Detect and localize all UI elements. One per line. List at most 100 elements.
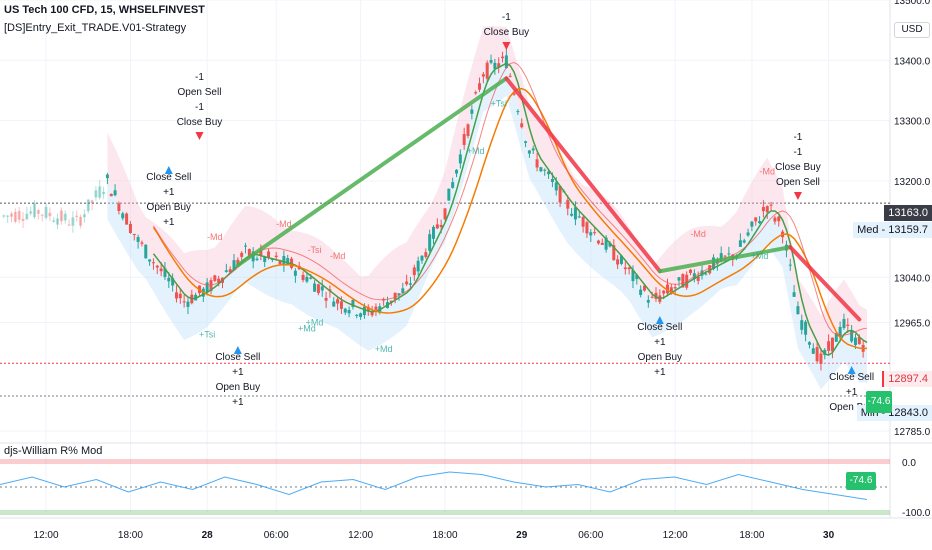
channel-bands bbox=[107, 25, 867, 390]
annotation-text: +1 bbox=[232, 397, 244, 408]
candle-body bbox=[167, 277, 171, 282]
candle-body bbox=[121, 213, 125, 219]
oscillator-panel bbox=[0, 459, 890, 515]
candle-body bbox=[33, 203, 37, 218]
annotation-text: -1 bbox=[195, 72, 204, 83]
candle-body bbox=[336, 299, 340, 304]
candle-body bbox=[439, 224, 443, 228]
time-tick-label: 12:00 bbox=[663, 530, 688, 541]
candle-body bbox=[44, 206, 48, 218]
candle-body bbox=[286, 258, 290, 266]
candle-body bbox=[738, 240, 742, 247]
candle-body bbox=[696, 276, 700, 281]
candle-body bbox=[393, 292, 397, 300]
osc-tick-label: 0.0 bbox=[902, 458, 916, 469]
moving-averages bbox=[152, 62, 868, 356]
annotation-text: +1 bbox=[232, 367, 244, 378]
candle-body bbox=[600, 242, 604, 245]
candle-body bbox=[420, 255, 424, 261]
candle-body bbox=[765, 206, 769, 213]
annotation-text: Close Sell bbox=[637, 322, 682, 333]
candle-body bbox=[466, 124, 470, 136]
candle-body bbox=[105, 174, 109, 179]
candle-body bbox=[351, 299, 355, 307]
candle-body bbox=[504, 55, 508, 68]
candle-body bbox=[424, 252, 428, 258]
candle-body bbox=[458, 154, 462, 164]
time-tick-label: 30 bbox=[823, 530, 835, 541]
candle-body bbox=[719, 253, 723, 262]
signal-mark: -Md bbox=[207, 232, 223, 242]
candle-body bbox=[362, 306, 366, 316]
candle-body bbox=[481, 74, 485, 77]
candle-body bbox=[267, 251, 271, 258]
candle-body bbox=[662, 290, 666, 294]
osc-tick-label: -100.0 bbox=[902, 508, 931, 519]
candle-body bbox=[773, 217, 777, 222]
candle-body bbox=[374, 306, 378, 310]
annotation-text: +1 bbox=[163, 187, 175, 198]
candle-body bbox=[389, 300, 393, 303]
candle-body bbox=[347, 309, 351, 314]
sell-arrow-icon bbox=[195, 132, 204, 140]
candle-body bbox=[397, 293, 401, 296]
trade-annotations: -1 Open Sell -1 Close Buy Close Sell +1 Open B… bbox=[146, 12, 874, 413]
candle-body bbox=[539, 167, 543, 172]
candle-body bbox=[416, 260, 420, 272]
candle-body bbox=[547, 171, 551, 175]
candle-body bbox=[758, 221, 762, 224]
candle-body bbox=[48, 212, 52, 217]
candle-body bbox=[270, 259, 274, 261]
candle-body bbox=[581, 217, 585, 227]
candle-body bbox=[316, 284, 320, 294]
candle-body bbox=[17, 211, 21, 220]
candle-body bbox=[217, 278, 221, 283]
annotation-text: Open Buy bbox=[147, 202, 191, 213]
candle-body bbox=[673, 287, 677, 289]
candle-body bbox=[692, 273, 696, 279]
candle-body bbox=[761, 206, 765, 212]
candle-body bbox=[704, 273, 708, 275]
annotation-text: +1 bbox=[846, 387, 858, 398]
candle-body bbox=[524, 141, 528, 143]
candle-body bbox=[566, 200, 570, 209]
candle-body bbox=[830, 337, 834, 352]
candle-body bbox=[635, 274, 639, 280]
candle-body bbox=[10, 213, 14, 217]
slow-moving-average bbox=[152, 87, 868, 350]
candle-body bbox=[550, 178, 554, 182]
candle-body bbox=[819, 353, 823, 364]
median-badge: Med - 13159.7 bbox=[853, 222, 932, 238]
currency-button[interactable]: USD bbox=[894, 22, 930, 38]
buy-arrow-icon bbox=[164, 166, 173, 174]
candle-body bbox=[669, 287, 673, 294]
candle-body bbox=[132, 233, 136, 236]
candle-body bbox=[639, 289, 643, 295]
candle-body bbox=[666, 284, 669, 294]
candle-body bbox=[627, 267, 631, 270]
candle-body bbox=[742, 240, 746, 243]
annotation-text: Close Buy bbox=[177, 117, 223, 128]
candle-body bbox=[497, 63, 501, 68]
candle-body bbox=[435, 224, 439, 229]
candle-body bbox=[274, 255, 278, 258]
candle-body bbox=[128, 223, 132, 234]
trend-segment bbox=[657, 245, 793, 274]
candle-body bbox=[59, 210, 63, 222]
candle-body bbox=[67, 224, 71, 226]
candle-body bbox=[478, 83, 482, 90]
candle-body bbox=[205, 282, 209, 293]
signal-mark: +Md bbox=[298, 323, 316, 333]
candle-body bbox=[213, 275, 217, 281]
signal-mark: -Md bbox=[759, 167, 775, 177]
signal-mark: -Md bbox=[276, 219, 292, 229]
sell-arrow-icon bbox=[793, 192, 802, 200]
candle-body bbox=[485, 62, 489, 79]
candle-body bbox=[209, 280, 213, 292]
candle-body bbox=[593, 232, 597, 234]
candle-body bbox=[186, 301, 190, 307]
candle-body bbox=[823, 349, 827, 355]
candle-body bbox=[232, 260, 236, 271]
candle-body bbox=[182, 301, 186, 303]
candle-body bbox=[148, 259, 152, 262]
